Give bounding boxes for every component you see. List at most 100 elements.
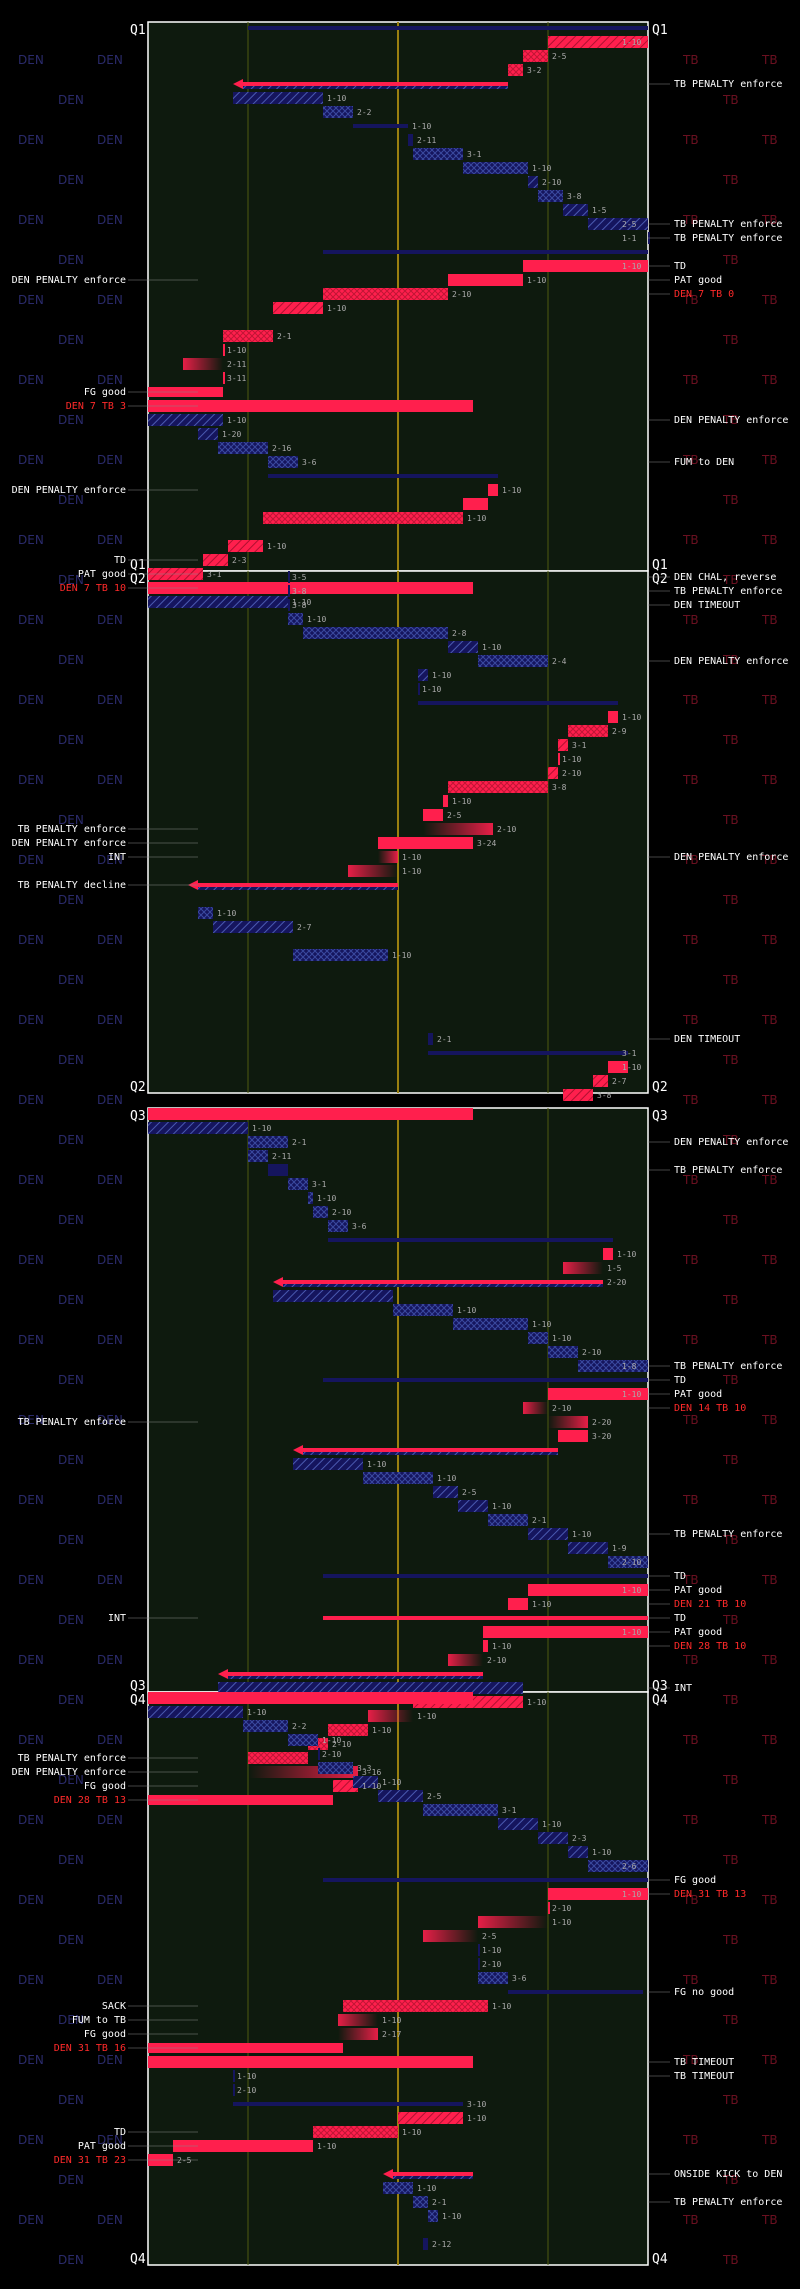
watermark-right: TB — [682, 1493, 699, 1507]
play-den — [288, 599, 290, 611]
possession-line — [508, 1990, 643, 1994]
possession-line — [268, 474, 498, 478]
watermark-left: DEN — [97, 373, 123, 387]
play-den — [303, 627, 448, 639]
play-tb — [448, 781, 548, 793]
score-label: DEN 28 TB 13 — [54, 1795, 126, 1806]
punt-arrow-head — [383, 2169, 393, 2179]
play-tb — [528, 1584, 648, 1596]
play-den — [448, 641, 478, 653]
play-gain — [328, 1220, 348, 1232]
down-distance-label: 2-2 — [292, 1722, 307, 1731]
watermark-left: DEN — [97, 2213, 123, 2227]
watermark-right: TB — [722, 173, 739, 187]
down-distance-label: 3-8 — [292, 587, 307, 596]
punt-arrow-shaft — [241, 82, 508, 86]
play-gain — [593, 1075, 608, 1087]
watermark-left: DEN — [18, 933, 44, 947]
watermark-left: DEN — [97, 1253, 123, 1267]
event-label: TD — [674, 261, 686, 272]
possession-line — [323, 1878, 648, 1882]
play-gain — [448, 781, 548, 793]
quarter-label: Q2 — [652, 572, 668, 587]
down-distance-label: 1-10 — [227, 416, 246, 425]
watermark-right: TB — [722, 1613, 739, 1627]
watermark-right: TB — [682, 693, 699, 707]
watermark-left: DEN — [97, 1973, 123, 1987]
play-tb — [148, 582, 473, 594]
play-gain — [478, 1958, 480, 1970]
quarter-label: Q4 — [130, 1693, 146, 1708]
play-tb — [558, 739, 568, 751]
watermark-left: DEN — [97, 773, 123, 787]
down-distance-label: 2-11 — [417, 136, 436, 145]
play-tb — [368, 1710, 413, 1722]
down-distance-label: 1-10 — [327, 94, 346, 103]
play-gain — [268, 456, 298, 468]
play-tb — [378, 851, 398, 863]
watermark-left: DEN — [97, 2053, 123, 2067]
down-distance-label: 3-1 — [207, 570, 222, 579]
down-distance-label: 1-10 — [622, 1586, 641, 1595]
play-tb — [293, 1445, 558, 1455]
down-distance-label: 2-4 — [552, 657, 567, 666]
possession-line — [323, 250, 648, 254]
watermark-right: TB — [722, 1693, 739, 1707]
down-distance-label: 2-3 — [232, 556, 247, 565]
play-tb — [398, 2112, 463, 2124]
down-distance-label: 1-10 — [502, 486, 521, 495]
watermark-right: TB — [682, 1253, 699, 1267]
play-gain — [523, 50, 548, 62]
play-gain — [548, 1388, 648, 1400]
down-distance-label: 2-10 — [482, 1960, 501, 1969]
event-label: DEN PENALTY enforce — [674, 656, 788, 667]
score-label: DEN 31 TB 16 — [54, 2043, 126, 2054]
play-den — [588, 218, 648, 230]
play-den — [538, 190, 563, 202]
play-den — [148, 1122, 248, 1134]
watermark-left: DEN — [97, 2133, 123, 2147]
watermark-left: DEN — [58, 1053, 84, 1067]
play-den — [568, 1542, 608, 1554]
event-label: DEN TIMEOUT — [674, 600, 740, 611]
quarter-label: Q4 — [652, 2252, 668, 2267]
play-tb — [423, 823, 493, 835]
down-distance-label: 3-16 — [362, 1768, 381, 1777]
watermark-right: TB — [722, 893, 739, 907]
down-distance-label: 1-10 — [252, 1124, 271, 1133]
play-gain — [453, 1318, 528, 1330]
play-tb — [558, 753, 560, 765]
down-distance-label: 2-10 — [552, 1404, 571, 1413]
event-label: TB PENALTY enforce — [674, 1529, 782, 1540]
watermark-left: DEN — [97, 1653, 123, 1667]
down-distance-label: 3-1 — [572, 741, 587, 750]
down-distance-label: 1-10 — [367, 1460, 386, 1469]
play-gain — [223, 330, 273, 342]
down-distance-label: 1-10 — [382, 2016, 401, 2025]
down-distance-label: 2-1 — [432, 2198, 447, 2207]
down-distance-label: 2-10 — [237, 2086, 256, 2095]
watermark-left: DEN — [58, 253, 84, 267]
down-distance-label: 1-10 — [402, 2128, 421, 2137]
play-gain — [423, 809, 443, 821]
watermark-right: TB — [722, 973, 739, 987]
play-gain — [478, 655, 548, 667]
play-gain — [548, 36, 648, 48]
down-distance-label: 2-5 — [482, 1932, 497, 1941]
watermark-left: DEN — [58, 1773, 84, 1787]
play-den — [288, 585, 290, 597]
watermark-right: TB — [722, 1373, 739, 1387]
play-gain — [448, 641, 478, 653]
play-den — [243, 1720, 288, 1732]
play-den — [453, 1318, 528, 1330]
watermark-right: TB — [722, 1773, 739, 1787]
play-tb — [338, 2028, 378, 2040]
watermark-left: DEN — [58, 1533, 84, 1547]
play-den — [323, 1378, 648, 1382]
event-label: PAT good — [674, 1627, 722, 1638]
play-den — [463, 162, 528, 174]
play-den — [318, 1748, 320, 1760]
event-label: DEN PENALTY enforce — [674, 852, 788, 863]
play-tb — [333, 1780, 358, 1792]
down-distance-label: 1-10 — [382, 1778, 401, 1787]
